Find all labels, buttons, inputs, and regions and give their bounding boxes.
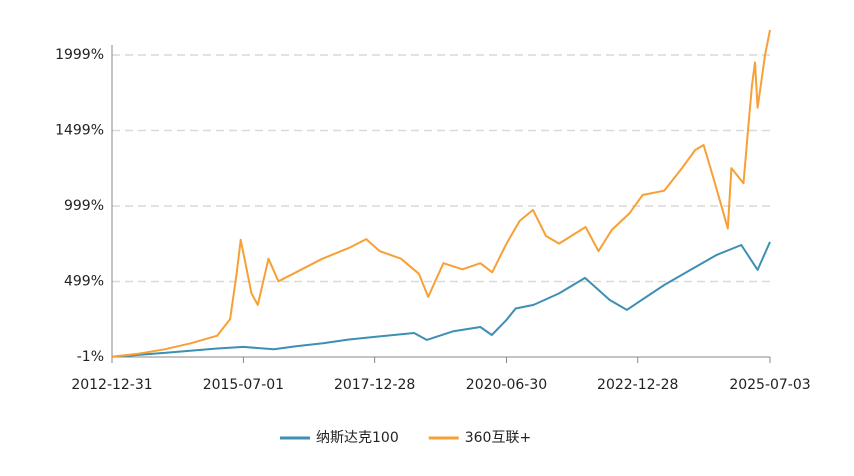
y-tick-label: 1499% bbox=[55, 123, 104, 139]
y-tick-label: 499% bbox=[64, 274, 104, 290]
legend-item: 纳斯达克100 bbox=[280, 430, 399, 446]
x-tick-label: 2025-07-03 bbox=[729, 377, 810, 393]
x-tick-label: 2022-12-28 bbox=[597, 377, 678, 393]
x-tick-label: 2017-12-28 bbox=[334, 377, 415, 393]
x-tick-label: 2015-07-01 bbox=[203, 377, 284, 393]
series-line bbox=[111, 29, 771, 358]
legend-label: 360互联+ bbox=[465, 430, 531, 446]
series-line bbox=[111, 241, 771, 358]
x-tick-label: 2012-12-31 bbox=[71, 377, 152, 393]
legend-label: 纳斯达克100 bbox=[316, 430, 399, 446]
y-tick-label: 999% bbox=[64, 198, 104, 214]
y-tick-label: -1% bbox=[77, 349, 104, 365]
x-tick-label: 2020-06-30 bbox=[466, 377, 547, 393]
y-tick-label: 1999% bbox=[55, 47, 104, 63]
legend-item: 360互联+ bbox=[428, 430, 531, 446]
